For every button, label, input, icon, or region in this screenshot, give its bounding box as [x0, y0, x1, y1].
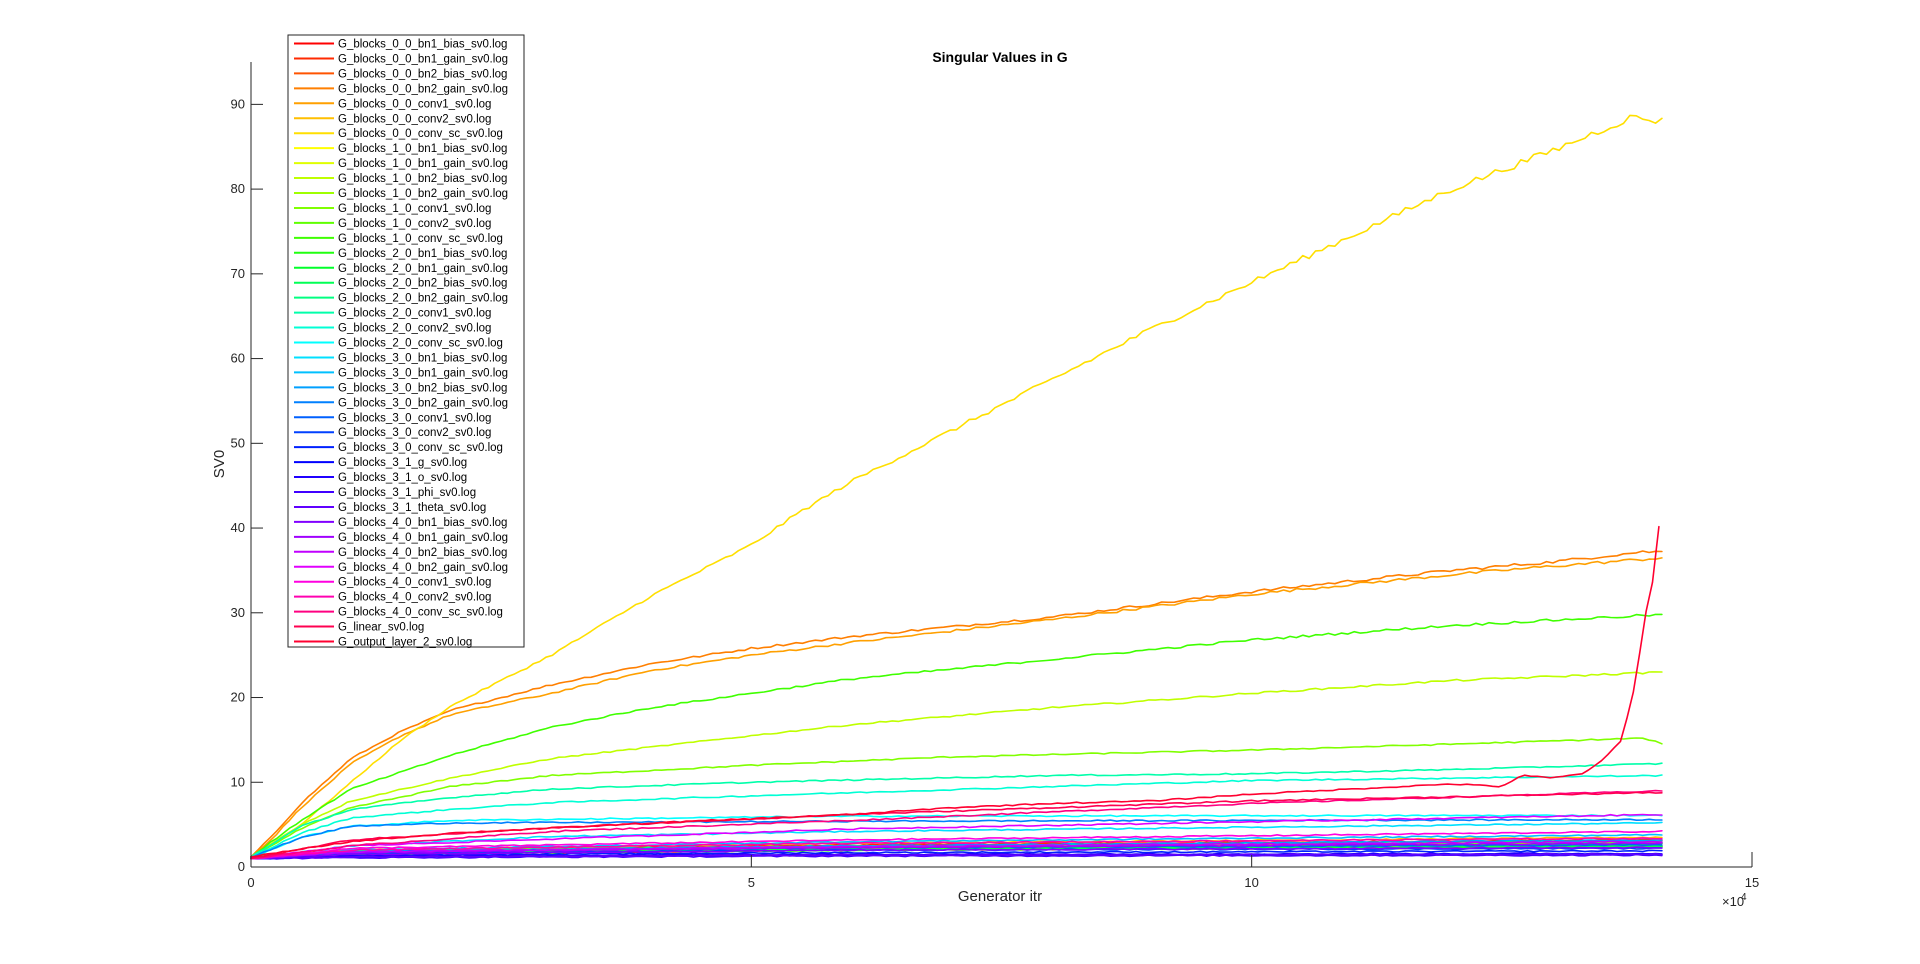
legend-entry-label: G_blocks_4_0_bn1_bias_sv0.log	[338, 517, 507, 529]
series-line-40	[250, 525, 1660, 858]
legend-entry-label: G_output_layer_2_sv0.log	[338, 637, 472, 649]
legend-entry-label: G_blocks_3_0_conv2_sv0.log	[338, 427, 491, 439]
legend-entry-label: G_blocks_1_0_conv2_sv0.log	[338, 218, 491, 230]
legend-entry-label: G_blocks_2_0_conv1_sv0.log	[338, 308, 491, 320]
legend-entry-label: G_blocks_3_1_theta_sv0.log	[338, 502, 486, 514]
legend-entry-label: G_blocks_1_0_conv_sc_sv0.log	[338, 233, 503, 245]
legend-entry-label: G_blocks_1_0_bn2_bias_sv0.log	[338, 173, 507, 185]
legend-box	[287, 34, 525, 648]
legend-entry-label: G_blocks_0_0_conv_sc_sv0.log	[338, 128, 503, 140]
x-tick-label: 10	[1244, 875, 1258, 890]
y-tick-label: 10	[231, 774, 245, 789]
legend-entry-label: G_blocks_3_1_o_sv0.log	[338, 472, 467, 484]
series-line-19	[250, 774, 1663, 859]
series-line-31	[250, 852, 1663, 860]
legend-entry-label: G_blocks_0_0_conv1_sv0.log	[338, 98, 491, 110]
y-tick-label: 70	[231, 266, 245, 281]
series-line-32	[250, 846, 1663, 860]
x-tick-label: 5	[748, 875, 755, 890]
series-line-33	[250, 842, 1663, 859]
y-tick-label: 60	[231, 351, 245, 366]
series-line-37	[250, 837, 1663, 860]
series-line-4	[250, 557, 1663, 858]
y-tick-label: 40	[231, 520, 245, 535]
series-line-18	[250, 762, 1663, 858]
legend-entry-label: G_blocks_0_0_bn1_bias_sv0.log	[338, 39, 507, 51]
legend-entry-label: G_blocks_2_0_bn1_bias_sv0.log	[338, 248, 507, 260]
legend-entry-label: G_blocks_3_0_bn2_bias_sv0.log	[338, 382, 507, 394]
y-ticks: 0 10 20 30 40 50 60 70 80 90	[231, 96, 263, 874]
legend-entry-label: G_blocks_3_1_g_sv0.log	[338, 457, 467, 469]
series-line-35	[250, 813, 1663, 860]
series-line-36	[250, 830, 1663, 860]
legend-entry-label: G_blocks_4_0_conv_sc_sv0.log	[338, 607, 503, 619]
series-line-9	[250, 671, 1663, 859]
x-ticks: 0 5 10 15	[247, 855, 1759, 890]
legend-entry-label: G_blocks_4_0_bn1_gain_sv0.log	[338, 532, 508, 544]
legend-items: G_blocks_0_0_bn1_bias_sv0.log G_blocks_0_…	[294, 39, 508, 649]
series-line-20	[250, 814, 1663, 859]
legend-entry-label: G_blocks_4_0_conv2_sv0.log	[338, 592, 491, 604]
legend-entry-label: G_blocks_3_0_conv_sc_sv0.log	[338, 442, 503, 454]
series-layer	[250, 114, 1663, 860]
legend-entry-label: G_blocks_1_0_bn1_gain_sv0.log	[338, 158, 508, 170]
series-line-24	[250, 818, 1663, 859]
x-exponent-power: 4	[1741, 892, 1747, 903]
legend-entry-label: G_blocks_0_0_bn1_gain_sv0.log	[338, 53, 508, 65]
series-line-21	[250, 821, 1663, 860]
legend-entry-label: G_blocks_1_0_bn1_bias_sv0.log	[338, 143, 507, 155]
series-line-6	[250, 114, 1663, 858]
legend-entry-label: G_blocks_4_0_bn2_gain_sv0.log	[338, 562, 508, 574]
legend-entry-label: G_blocks_0_0_conv2_sv0.log	[338, 113, 491, 125]
legend[interactable]: G_blocks_0_0_bn1_bias_sv0.log G_blocks_0_…	[287, 34, 525, 649]
legend-entry-label: G_blocks_2_0_conv_sc_sv0.log	[338, 338, 503, 350]
legend-entry-label: G_blocks_4_0_conv1_sv0.log	[338, 577, 491, 589]
legend-entry-label: G_blocks_2_0_conv2_sv0.log	[338, 323, 491, 335]
legend-entry-label: G_blocks_2_0_bn2_gain_sv0.log	[338, 293, 508, 305]
series-line-3	[250, 550, 1663, 858]
legend-entry-label: G_blocks_3_0_bn1_gain_sv0.log	[338, 367, 508, 379]
chart-title: Singular Values in G	[932, 49, 1067, 65]
legend-entry-label: G_blocks_3_0_bn2_gain_sv0.log	[338, 397, 508, 409]
series-line-34	[250, 840, 1663, 860]
x-exponent-label: ×10 4	[1722, 892, 1747, 909]
legend-entry-label: G_blocks_0_0_bn2_gain_sv0.log	[338, 83, 508, 95]
x-tick-label: 15	[1745, 875, 1759, 890]
series-line-27	[250, 849, 1663, 860]
legend-entry-label: G_blocks_2_0_bn2_bias_sv0.log	[338, 278, 507, 290]
legend-entry-label: G_blocks_3_0_conv1_sv0.log	[338, 412, 491, 424]
y-tick-label: 90	[231, 96, 245, 111]
legend-entry-label: G_blocks_1_0_conv1_sv0.log	[338, 203, 491, 215]
series-line-11	[250, 737, 1663, 858]
y-tick-label: 0	[238, 859, 245, 874]
series-line-13	[250, 613, 1663, 858]
legend-entry-label: G_blocks_1_0_bn2_gain_sv0.log	[338, 188, 508, 200]
legend-entry-label: G_blocks_3_1_phi_sv0.log	[338, 487, 476, 499]
legend-entry-label: G_blocks_0_0_bn2_bias_sv0.log	[338, 68, 507, 80]
legend-entry-label: G_blocks_3_0_bn1_bias_sv0.log	[338, 352, 507, 364]
x-axis-label: Generator itr	[958, 888, 1042, 905]
legend-entry-label: G_blocks_4_0_bn2_bias_sv0.log	[338, 547, 507, 559]
y-axis-label: SV0	[211, 450, 228, 478]
legend-entry-label: G_linear_sv0.log	[338, 622, 424, 634]
legend-entry-label: G_blocks_2_0_bn1_gain_sv0.log	[338, 263, 508, 275]
x-tick-label: 0	[247, 875, 254, 890]
y-tick-label: 20	[231, 690, 245, 705]
x-exponent-base: ×10	[1722, 894, 1744, 909]
y-tick-label: 30	[231, 605, 245, 620]
y-tick-label: 50	[231, 435, 245, 450]
y-tick-label: 80	[231, 181, 245, 196]
